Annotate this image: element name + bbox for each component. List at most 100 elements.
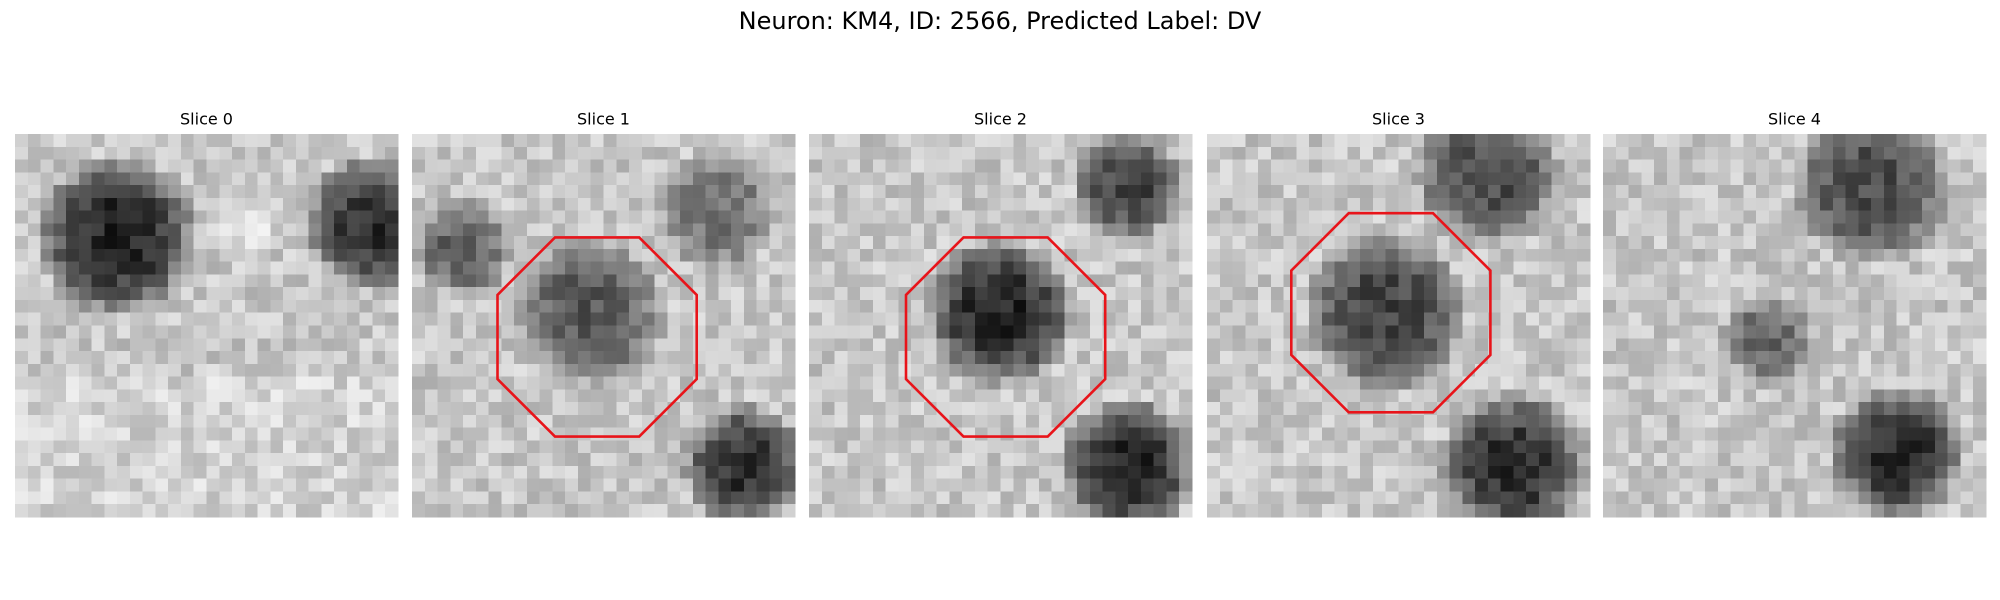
pixel [488,427,502,441]
pixel [1551,312,1566,327]
pixel [1360,465,1374,480]
pixel [1883,478,1898,493]
pixel [321,236,335,250]
pixel [756,363,771,378]
pixel [66,210,80,224]
pixel [308,325,322,339]
pixel [142,134,157,148]
pixel [705,159,719,173]
pixel [680,402,694,416]
pixel [1794,261,1808,276]
pixel [1000,312,1014,327]
pixel [898,504,912,518]
pixel [385,223,399,237]
pixel [359,338,374,352]
pixel [1449,197,1463,212]
pixel [1475,185,1489,199]
pixel [1896,274,1910,288]
pixel [1526,478,1540,493]
pixel [1883,261,1898,276]
pixel [641,223,656,237]
pixel [834,325,848,339]
pixel [1398,274,1412,288]
pixel [308,185,322,199]
pixel [1730,197,1745,212]
pixel [219,274,233,288]
pixel [1960,299,1974,314]
pixel [1820,402,1834,416]
pixel [1166,312,1180,327]
pixel [206,491,220,505]
pixel [1051,287,1065,301]
pixel [603,504,617,518]
pixel [168,440,182,454]
pixel [1321,338,1336,352]
pixel [1679,351,1693,365]
pixel [1077,210,1091,224]
pixel [1296,312,1310,327]
pixel [1166,274,1180,288]
pixel [743,236,758,250]
pixel [974,389,989,403]
pixel [1922,248,1936,263]
pixel [577,185,592,199]
pixel [129,351,144,365]
pixel [987,210,1002,224]
pixel [1526,146,1540,161]
pixel [180,351,195,365]
pixel [1179,185,1193,199]
pixel [346,389,361,403]
pixel [463,261,477,276]
pixel [936,185,951,199]
pixel [629,146,643,161]
pixel [974,210,989,224]
pixel [987,504,1002,518]
pixel [1411,287,1425,301]
pixel [321,465,335,480]
pixel [974,159,989,173]
pixel [142,248,157,263]
pixel [346,261,361,276]
pixel [129,146,144,161]
pixel [743,185,758,199]
pixel [1449,172,1463,186]
pixel [437,299,451,314]
pixel [872,325,887,339]
pixel [15,236,29,250]
pixel [1179,274,1193,288]
pixel [692,325,707,339]
pixel [475,389,490,403]
pixel [1513,402,1527,416]
pixel [1679,440,1693,454]
pixel [936,287,951,301]
pixel [1089,299,1104,314]
pixel [180,261,195,276]
pixel [1245,478,1259,493]
pixel [962,312,976,327]
pixel [1883,146,1898,161]
pixel [949,491,963,505]
pixel [142,223,157,237]
pixel [692,376,707,390]
pixel [821,248,836,263]
pixel [1385,325,1400,339]
pixel [27,351,42,365]
pixel [692,134,707,148]
pixel [1641,351,1655,365]
pixel [1115,159,1129,173]
pixel [936,440,951,454]
pixel [1500,440,1514,454]
pixel [974,185,989,199]
pixel [641,427,656,441]
pixel [1360,478,1374,493]
pixel [654,172,668,186]
pixel [321,491,335,505]
pixel [15,210,29,224]
pixel [1077,312,1091,327]
pixel [1258,338,1272,352]
pixel [743,210,758,224]
pixel [1654,261,1668,276]
pixel [1424,261,1438,276]
pixel [1538,453,1553,467]
pixel [1385,363,1400,378]
